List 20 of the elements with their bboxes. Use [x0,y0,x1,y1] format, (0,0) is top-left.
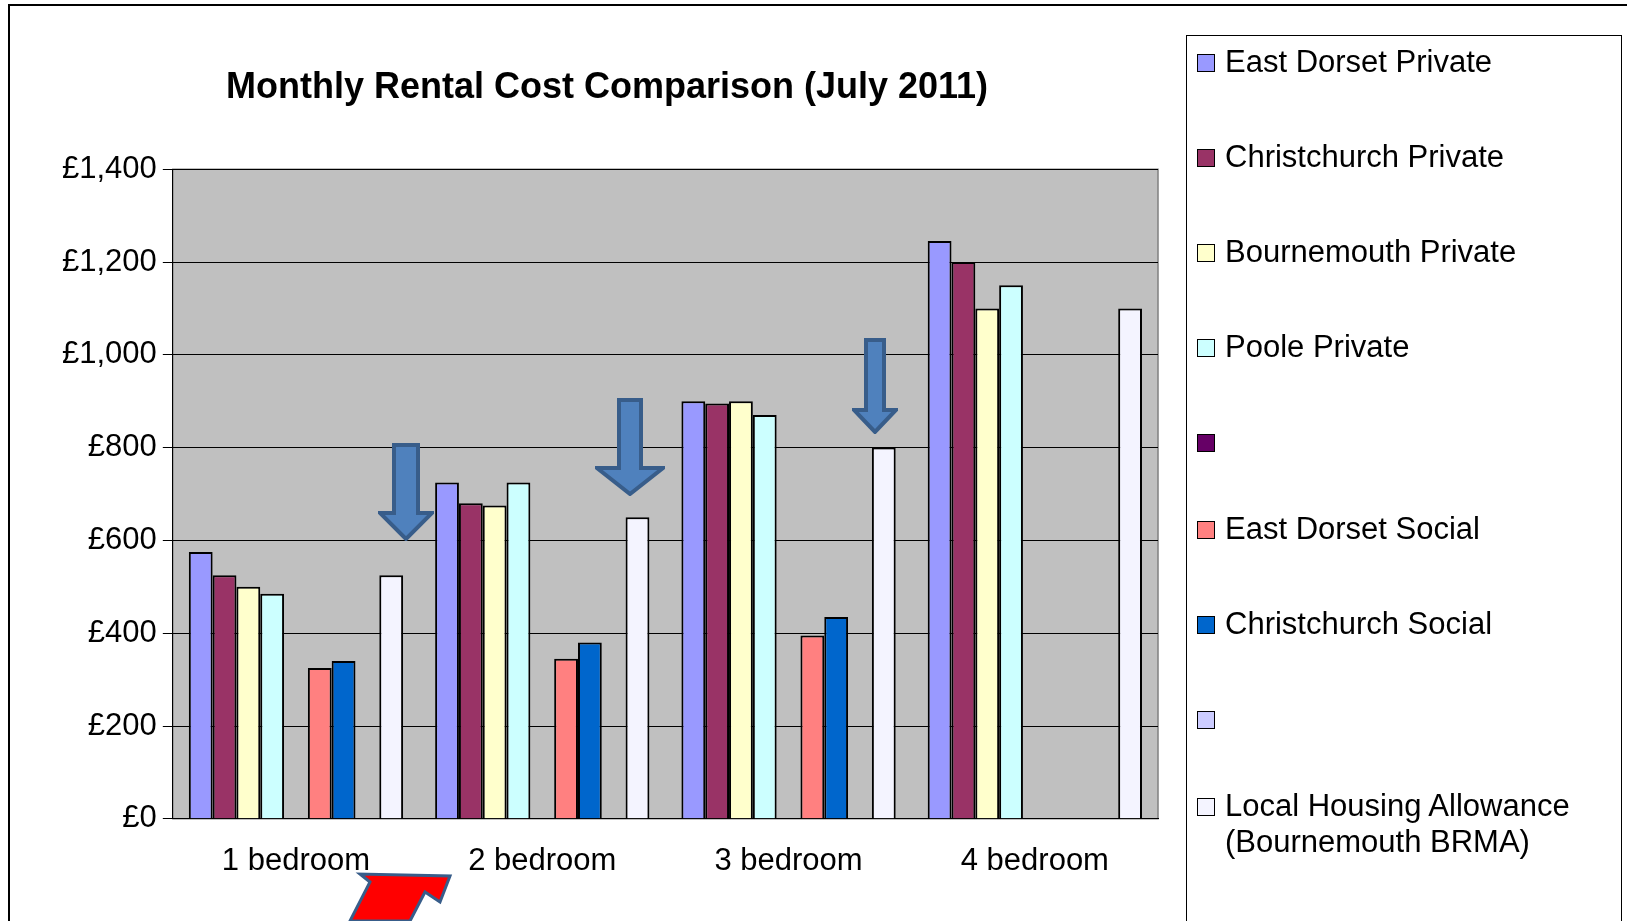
x-tick-label: 1 bedroom [221,841,371,877]
y-tick-label: £200 [87,706,157,742]
y-tick-label: £1,000 [61,335,157,371]
legend-label: Local Housing Allowance (Bournemouth BRMA) [1225,788,1571,860]
y-tick-label: £800 [87,428,157,464]
y-tick-label: £400 [87,613,157,649]
x-tick-label: 2 bedroom [468,841,617,877]
legend-label: Christchurch Private [1225,139,1505,175]
x-tick-label: 3 bedroom [714,841,863,877]
y-tick-label: £0 [122,799,157,835]
x-tick-label: 4 bedroom [960,841,1109,877]
legend-label: Bournemouth Private [1225,234,1517,270]
chart-title: Monthly Rental Cost Comparison (July 2011) [225,64,989,106]
legend-label: Christchurch Social [1225,606,1493,642]
y-tick-label: £1,400 [61,149,157,185]
legend-label: East Dorset Social [1225,511,1480,547]
y-tick-label: £600 [87,520,157,556]
legend-label: East Dorset Private [1225,44,1493,80]
y-tick-label: £1,200 [61,242,157,278]
legend-label: Poole Private [1225,329,1410,365]
